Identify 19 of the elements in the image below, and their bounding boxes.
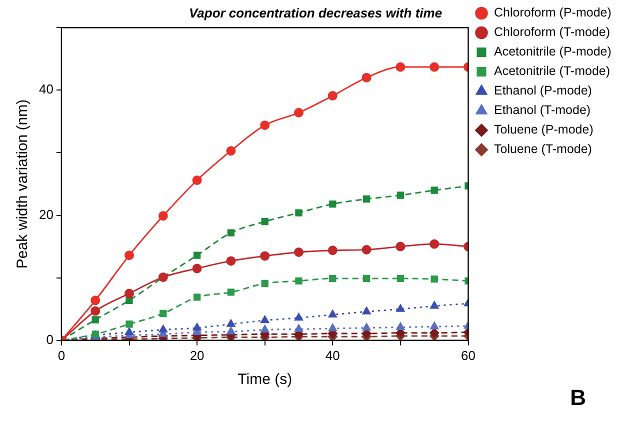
x-tick-label: 20 <box>190 348 204 363</box>
x-tick-label: 60 <box>461 348 476 363</box>
x-axis-title: Time (s) <box>238 371 292 388</box>
legend-label: Toluene (P-mode) <box>494 122 594 137</box>
legend-label: Acetonitrile (T-mode) <box>494 64 610 78</box>
legend-label: Chloroform (P-mode) <box>494 6 612 20</box>
x-tick-label: 0 <box>58 348 66 363</box>
chart-title: Vapor concentration decreases with time <box>188 5 442 20</box>
x-tick-label: 40 <box>325 348 340 363</box>
legend-label: Toluene (T-mode) <box>494 142 592 156</box>
legend-label: Ethanol (T-mode) <box>494 103 591 118</box>
y-tick-label: 0 <box>46 332 54 347</box>
y-tick-label: 40 <box>38 82 54 97</box>
legend-label: Acetonitrile (P-mode) <box>494 44 612 59</box>
y-axis-title: Peak width variation (nm) <box>14 99 32 269</box>
legend-label: Ethanol (P-mode) <box>494 84 592 98</box>
y-tick-label: 20 <box>38 206 54 222</box>
legend-label: Chloroform (T-mode) <box>494 25 610 40</box>
text: B <box>570 385 586 411</box>
